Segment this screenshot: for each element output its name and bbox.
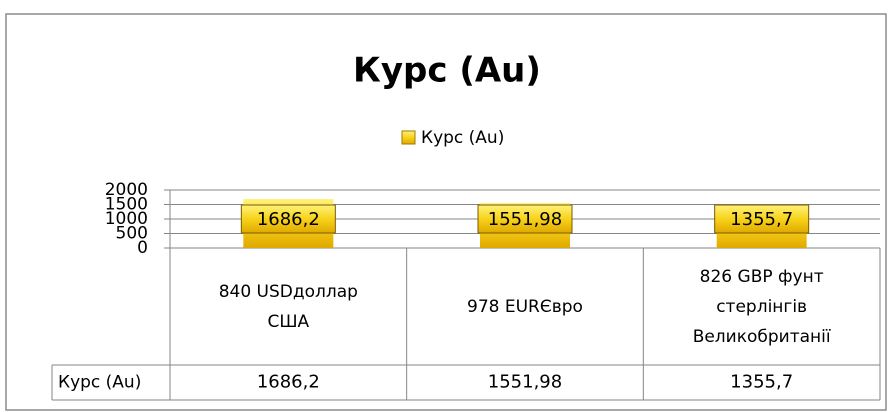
category-cell: 826 GBP фунт стерлінгів Великобританії bbox=[643, 248, 880, 365]
data-label-box bbox=[714, 204, 810, 234]
table-value: 1355,7 bbox=[730, 372, 793, 393]
category-cell: 978 EURЄвро bbox=[407, 248, 644, 365]
category-cell: 840 USDдоллар США bbox=[170, 248, 407, 365]
y-tick-label: 1500 bbox=[105, 195, 148, 215]
table-value: 1551,98 bbox=[488, 372, 562, 393]
category-label-wrap: 840 USDдоллар США bbox=[170, 248, 407, 365]
y-tick-label: 0 bbox=[137, 238, 148, 258]
table-value: 1686,2 bbox=[257, 372, 320, 393]
y-tick-label: 1000 bbox=[105, 209, 148, 229]
data-label-box bbox=[240, 204, 336, 234]
data-label-box bbox=[477, 204, 573, 234]
chart-title: Курс (Au) bbox=[353, 51, 541, 91]
category-label-wrap: 826 GBP фунт стерлінгів Великобританії bbox=[643, 248, 880, 365]
category-label: 978 EURЄвро bbox=[467, 296, 583, 317]
data-label: 1551,98 bbox=[488, 209, 562, 230]
data-label: 1355,7 bbox=[730, 209, 793, 230]
table-row-header: Курс (Au) bbox=[58, 373, 141, 393]
category-label: 840 USDдоллар США bbox=[218, 281, 358, 332]
category-label-wrap: 978 EURЄвро bbox=[407, 248, 644, 365]
y-tick-label: 500 bbox=[116, 224, 148, 244]
legend-swatch bbox=[401, 130, 416, 145]
data-label: 1686,2 bbox=[257, 209, 320, 230]
category-label: 826 GBP фунт стерлінгів Великобританії bbox=[692, 266, 831, 347]
y-tick-label: 2000 bbox=[105, 180, 148, 200]
legend-label: Курс (Au) bbox=[421, 128, 504, 148]
